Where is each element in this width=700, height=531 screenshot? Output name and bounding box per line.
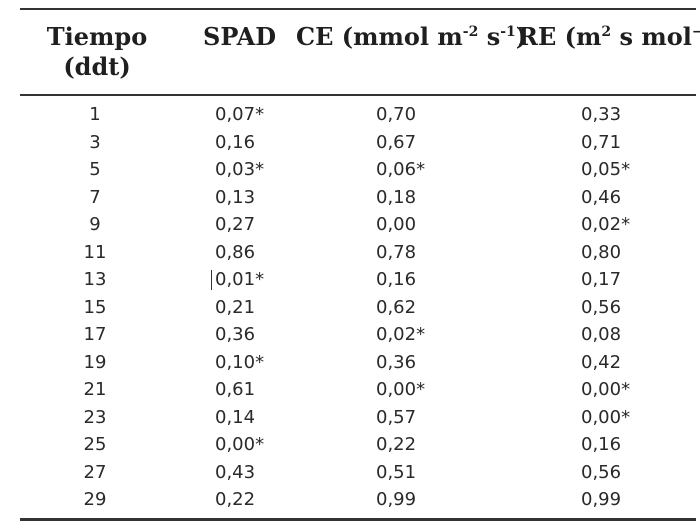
header-ce-exp2: -1 xyxy=(500,24,516,40)
cell-spad: 0,14 xyxy=(215,406,256,428)
table-row: 15 0,21 0,62 0,56 xyxy=(0,294,700,322)
header-ce-mid: s xyxy=(478,22,501,51)
header-re-exp2: −1 xyxy=(691,24,700,40)
table-row: 19 0,10* 0,36 0,42 xyxy=(0,349,700,377)
table-row: 9 0,27 0,00 0,02* xyxy=(0,211,700,239)
cell-ce: 0,18 xyxy=(376,186,417,208)
cell-tiempo: 5 xyxy=(89,159,101,180)
table-row: 17 0,36 0,02* 0,08 xyxy=(0,321,700,349)
table-row: 11 0,86 0,78 0,80 xyxy=(0,239,700,267)
cell-ce: 0,62 xyxy=(376,296,417,318)
cell-ce: 0,78 xyxy=(376,241,417,263)
cell-tiempo: 13 xyxy=(83,269,107,290)
header-re-exp1: 2 xyxy=(601,24,612,40)
cell-re: 0,33 xyxy=(581,104,622,125)
table-row: 21 0,61 0,00* 0,00* xyxy=(0,376,700,404)
cell-ce: 0,00 xyxy=(376,214,417,235)
cell-spad: 0,10* xyxy=(215,351,265,373)
table-row: 23 0,14 0,57 0,00* xyxy=(0,404,700,432)
cell-spad: 0,07* xyxy=(215,104,265,125)
cell-re: 0,02* xyxy=(581,214,631,235)
cell-re: 0,71 xyxy=(581,131,622,153)
cell-spad: 0,43 xyxy=(215,461,256,483)
cell-re: 0,42 xyxy=(581,351,622,373)
cell-ce: 0,36 xyxy=(376,351,417,373)
cell-tiempo: 7 xyxy=(89,186,101,208)
cell-ce: 0,00* xyxy=(376,379,426,400)
cell-tiempo: 9 xyxy=(89,214,101,235)
cell-ce: 0,57 xyxy=(376,406,417,428)
cell-re: 0,08 xyxy=(581,324,622,345)
table-body: 1 0,07* 0,70 0,33 3 0,16 0,67 0,71 5 0,03* 0,06* 0,… xyxy=(0,101,700,514)
table-row: 1 0,07* 0,70 0,33 xyxy=(0,101,700,129)
header-spad: SPAD xyxy=(203,22,277,51)
table-row: 29 0,22 0,99 0,99 xyxy=(0,486,700,514)
top-rule xyxy=(20,8,696,10)
table-row: 3 0,16 0,67 0,71 xyxy=(0,129,700,157)
header-ce-exp1: -2 xyxy=(462,24,479,40)
cell-tiempo: 1 xyxy=(89,104,101,125)
header-re: RE (m2 s mol−1) xyxy=(518,22,700,52)
header-tiempo: Tiempo (ddt) xyxy=(44,22,150,82)
header-ce-base: CE (mmol m xyxy=(296,22,463,51)
cell-ce: 0,02* xyxy=(376,324,426,345)
cell-spad: 0,13 xyxy=(215,186,256,208)
table-row: 5 0,03* 0,06* 0,05* xyxy=(0,156,700,184)
cell-ce: 0,22 xyxy=(376,434,417,455)
bottom-rule xyxy=(20,518,696,521)
cell-re: 0,17 xyxy=(581,269,622,290)
cell-spad: 0,22 xyxy=(215,489,256,510)
cell-re: 0,56 xyxy=(581,296,622,318)
table-row: 25 0,00* 0,22 0,16 xyxy=(0,431,700,459)
cell-ce: 0,67 xyxy=(376,131,417,153)
cell-re: 0,16 xyxy=(581,434,622,455)
text-cursor xyxy=(211,270,212,290)
cell-re: 0,00* xyxy=(581,406,631,428)
cell-spad: 0,16 xyxy=(215,131,256,153)
table-row: 13 0,01* 0,16 0,17 xyxy=(0,266,700,294)
cell-ce: 0,51 xyxy=(376,461,417,483)
table-row: 27 0,43 0,51 0,56 xyxy=(0,459,700,487)
cell-ce: 0,70 xyxy=(376,104,417,125)
cell-spad: 0,86 xyxy=(215,241,256,263)
cell-spad: 0,36 xyxy=(215,324,256,345)
cell-tiempo: 25 xyxy=(83,434,107,455)
cell-tiempo: 23 xyxy=(83,406,107,428)
header-rule xyxy=(20,94,696,96)
header-ce-end: ) xyxy=(515,22,528,51)
header-ce: CE (mmol m-2 s-1) xyxy=(296,22,527,52)
cell-re: 0,00* xyxy=(581,379,631,400)
cell-tiempo: 29 xyxy=(83,489,107,510)
cell-spad: 0,01* xyxy=(215,269,265,290)
cell-tiempo: 17 xyxy=(83,324,107,345)
header-tiempo-line2: (ddt) xyxy=(63,52,131,81)
header-re-mid: s mol xyxy=(611,22,692,51)
cell-re: 0,80 xyxy=(581,241,622,263)
cell-spad: 0,00* xyxy=(215,434,265,455)
cell-spad: 0,27 xyxy=(215,214,256,235)
cell-re: 0,46 xyxy=(581,186,622,208)
cell-spad: 0,61 xyxy=(215,379,256,400)
cell-tiempo: 11 xyxy=(83,241,107,263)
header-tiempo-line1: Tiempo xyxy=(46,22,148,51)
cell-re: 0,99 xyxy=(581,489,622,510)
cell-ce: 0,99 xyxy=(376,489,417,510)
cell-ce: 0,16 xyxy=(376,269,417,290)
cell-re: 0,56 xyxy=(581,461,622,483)
header-re-base: RE (m xyxy=(518,22,602,51)
cell-spad: 0,21 xyxy=(215,296,256,318)
cell-tiempo: 21 xyxy=(83,379,107,400)
cell-tiempo: 19 xyxy=(83,351,107,373)
cell-re: 0,05* xyxy=(581,159,631,180)
cell-tiempo: 15 xyxy=(83,296,107,318)
cell-tiempo: 27 xyxy=(83,461,107,483)
cell-tiempo: 3 xyxy=(89,131,101,153)
cell-ce: 0,06* xyxy=(376,159,426,180)
table-row: 7 0,13 0,18 0,46 xyxy=(0,184,700,212)
cell-spad: 0,03* xyxy=(215,159,265,180)
